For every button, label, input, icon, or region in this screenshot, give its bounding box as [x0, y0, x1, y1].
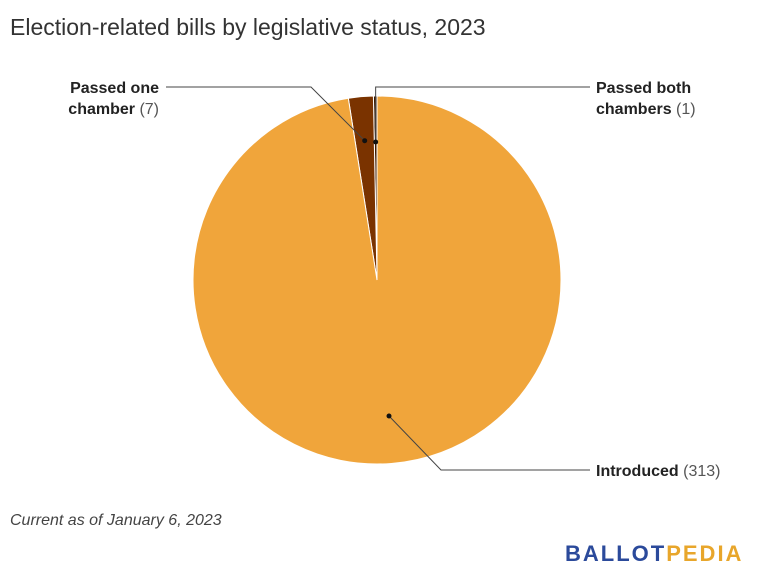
- leader-dot-passed-one: [362, 138, 368, 144]
- footnote: Current as of January 6, 2023: [10, 512, 222, 529]
- leader-line-passed-one: [166, 86, 366, 142]
- leader-line-introduced: [388, 415, 590, 471]
- label-passed-one: Passed one chamber (7): [68, 80, 159, 118]
- pie-slice-introduced: [192, 95, 562, 465]
- leader-dot-introduced: [386, 413, 392, 419]
- ballotpedia-logo: BALLOTPEDIA: [565, 541, 743, 567]
- label-introduced: Introduced (313): [596, 463, 720, 480]
- logo-part-2: PEDIA: [666, 541, 744, 566]
- chart-title: Election-related bills by legislative st…: [10, 14, 486, 40]
- leader-line-passed-both: [375, 86, 590, 143]
- leader-dot-passed-both: [373, 139, 379, 145]
- label-passed-both: Passed both chambers (1): [596, 80, 696, 118]
- slice-labels: Passed both chambers (1) Passed one chamber…: [68, 80, 720, 480]
- logo-part-1: BALLOT: [565, 541, 667, 566]
